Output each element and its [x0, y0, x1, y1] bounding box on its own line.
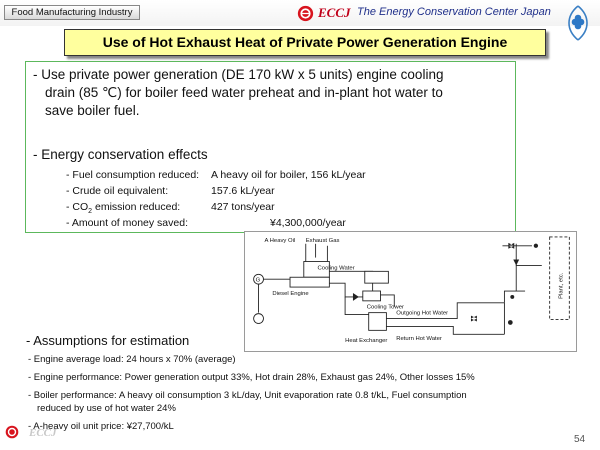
label-exhaust-gas: Exhaust Gas: [306, 238, 340, 244]
label-heat-exchanger: Heat Exchanger: [345, 338, 387, 344]
effect-crude-label: - Crude oil equivalent:: [66, 185, 169, 197]
slide-title: Use of Hot Exhaust Heat of Private Power…: [64, 29, 546, 56]
effect-fuel-value: A heavy oil for boiler, 156 kL/year: [211, 169, 366, 181]
effect-money-label: - Amount of money saved:: [66, 217, 188, 229]
effect-co2-value: 427 tons/year: [211, 201, 275, 213]
label-a-heavy-oil: A Heavy Oil: [264, 238, 295, 244]
label-plant: Plant, etc.: [558, 272, 564, 299]
co2-label-subscript: 2: [88, 208, 93, 216]
organization-name: The Energy Conservation Center Japan: [357, 6, 551, 18]
label-cooling-water: Cooling Water: [318, 265, 355, 271]
assumption-item: - A-heavy oil unit price: ¥27,700/kL: [28, 421, 174, 432]
effects-heading: - Energy conservation effects: [33, 147, 208, 162]
eccj-logo-text: ECCJ: [318, 5, 351, 20]
co2-label-prefix: - CO: [66, 201, 89, 213]
assumption-item: - Boiler performance: A heavy oil consum…: [28, 390, 467, 401]
effect-co2-label: - CO2 emission reduced:: [66, 201, 180, 215]
footer-eccj-text: ECCJ: [29, 427, 57, 439]
bullet-1-line-2: drain (85 ℃) for boiler feed water prehe…: [45, 85, 443, 100]
eccj-logo-icon: [297, 5, 314, 22]
page-number: 54: [574, 434, 586, 445]
label-cooling-tower: Cooling Tower: [367, 305, 404, 311]
footer-eccj-logo-icon: [5, 425, 19, 439]
label-diesel-engine: Diesel Engine: [272, 291, 309, 297]
process-diagram: A Heavy Oil Exhaust Gas Cooling Water Di…: [244, 231, 577, 352]
generator-symbol: G: [256, 278, 261, 284]
effect-money-value: ¥4,300,000/year: [270, 217, 346, 229]
assumption-item: reduced by use of hot water 24%: [37, 403, 176, 414]
category-tag: Food Manufacturing Industry: [4, 5, 140, 20]
label-outgoing-hot-water: Outgoing Hot Water: [396, 311, 448, 317]
assumption-item: - Engine average load: 24 hours x 70% (a…: [28, 354, 236, 365]
co2-label-suffix: emission reduced:: [92, 201, 181, 213]
effect-fuel-label: - Fuel consumption reduced:: [66, 169, 200, 181]
label-return-hot-water: Return Hot Water: [396, 336, 442, 342]
assumption-item: - Engine performance: Power generation o…: [28, 372, 475, 383]
bullet-1-line-3: save boiler fuel.: [45, 103, 140, 118]
assumptions-heading: - Assumptions for estimation: [26, 333, 190, 348]
effect-crude-value: 157.6 kL/year: [211, 185, 275, 197]
bullet-1-line-1: - Use private power generation (DE 170 k…: [33, 67, 444, 82]
clover-logo-icon: [568, 5, 588, 41]
